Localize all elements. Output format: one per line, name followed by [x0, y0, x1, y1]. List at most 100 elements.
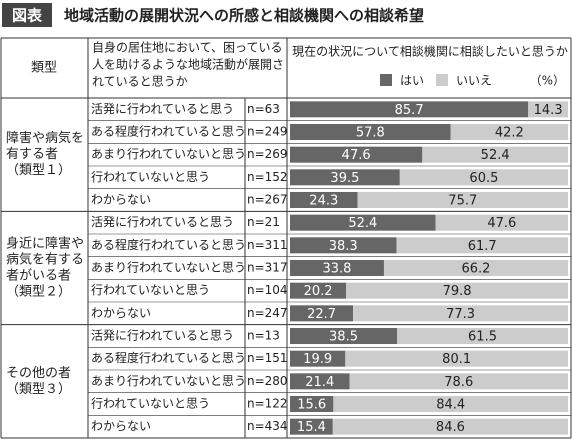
bar-segment — [290, 124, 451, 140]
bar-segment — [357, 192, 568, 208]
value-label: 15.4 — [297, 420, 326, 435]
value-label: 38.3 — [329, 239, 358, 254]
value-label: 52.4 — [348, 216, 377, 231]
bar-segment — [528, 101, 568, 118]
value-label: 57.8 — [356, 126, 385, 141]
category-label: 行われていないと思う — [91, 170, 210, 184]
n-label: n=122 — [247, 397, 288, 411]
n-label: n=104 — [247, 283, 288, 297]
n-label: n=21 — [247, 215, 280, 229]
category-label: あまり行われていないと思う — [91, 261, 246, 275]
value-label: 84.4 — [436, 398, 465, 413]
category-label: 行われていないと思う — [91, 283, 210, 297]
value-label: 66.2 — [462, 262, 491, 277]
value-label: 14.3 — [534, 103, 563, 118]
value-label: 61.7 — [468, 239, 497, 254]
category-label: 行われていないと思う — [91, 397, 210, 411]
value-label: 21.4 — [305, 375, 334, 390]
bar-segment — [332, 418, 568, 435]
bar-segment — [383, 260, 568, 276]
unit-label: （%） — [530, 74, 565, 88]
n-label: n=434 — [247, 419, 288, 433]
bar-segment — [345, 350, 568, 367]
bar-segment — [290, 282, 347, 299]
category-label: あまり行われていないと思う — [91, 374, 246, 388]
header-type: 類型 — [31, 61, 57, 76]
n-label: n=280 — [247, 374, 288, 388]
bar-segment — [333, 396, 568, 412]
bar-segment — [399, 169, 568, 186]
group-label: 障害や病気を — [6, 130, 84, 146]
category-label: わからない — [91, 306, 151, 320]
header-question: れていると思うか — [92, 75, 188, 89]
header-question: 自身の居住地において、困っている — [92, 40, 282, 55]
category-label: 活発に行われていると思う — [91, 329, 234, 343]
bar-segment — [290, 192, 358, 208]
n-label: n=63 — [247, 102, 280, 116]
title-label: 図表 — [12, 7, 43, 25]
bar-segment — [290, 350, 346, 367]
value-label: 78.6 — [444, 375, 473, 390]
n-label: n=152 — [247, 170, 288, 184]
group-label: 病気を有する — [6, 252, 84, 268]
bar-segment — [290, 260, 384, 276]
group-label: （類型２） — [6, 285, 71, 300]
legend-swatch — [380, 74, 392, 86]
group-label: 者がいる者 — [6, 269, 71, 284]
n-label: n=151 — [247, 351, 288, 365]
bar-segment — [396, 237, 568, 254]
value-label: 61.5 — [468, 330, 497, 345]
category-label: ある程度行われていると思う — [91, 350, 246, 365]
value-label: 52.4 — [481, 148, 510, 163]
bar-segment — [353, 305, 568, 322]
bar-segment — [290, 328, 398, 344]
value-label: 15.6 — [297, 398, 326, 413]
group-label: その他の者 — [6, 366, 71, 381]
category-label: 活発に行われていると思う — [91, 102, 234, 116]
value-label: 39.5 — [330, 171, 359, 186]
value-label: 60.5 — [469, 171, 498, 186]
value-label: 80.1 — [442, 352, 471, 367]
title-label-box — [2, 3, 52, 27]
n-label: n=267 — [247, 193, 288, 207]
value-label: 20.2 — [304, 284, 333, 299]
n-label: n=317 — [247, 261, 288, 275]
bar-segment — [290, 146, 423, 163]
bar-segment — [346, 282, 568, 299]
bar-segment — [290, 101, 529, 118]
category-label: わからない — [91, 193, 151, 207]
legend-swatch — [436, 74, 448, 86]
legend-label: はい — [400, 74, 424, 88]
bar-segment — [349, 373, 568, 390]
value-label: 42.2 — [495, 126, 524, 141]
bar-segment — [450, 124, 568, 140]
header-question: 人を助けるような地域活動が展開さ — [92, 57, 284, 72]
bar-segment — [422, 146, 568, 163]
group-label: （類型１） — [6, 163, 71, 178]
bar-segment — [290, 214, 436, 231]
category-label: あまり行われていないと思う — [91, 147, 246, 161]
n-label: n=249 — [247, 125, 288, 139]
legend-label: いいえ — [456, 74, 492, 88]
bar-segment — [290, 418, 333, 435]
bar-segment — [290, 237, 397, 254]
value-label: 85.7 — [395, 103, 424, 118]
bar-segment — [290, 396, 334, 412]
value-label: 19.9 — [303, 352, 332, 367]
category-label: 活発に行われていると思う — [91, 215, 234, 229]
group-label: 有する者 — [6, 147, 58, 162]
value-label: 22.7 — [307, 307, 336, 322]
category-label: ある程度行われていると思う — [91, 237, 246, 252]
bar-segment — [435, 214, 568, 231]
category-label: わからない — [91, 419, 151, 433]
group-label: 身近に障害や — [6, 236, 84, 252]
n-label: n=269 — [247, 147, 288, 161]
bar-segment — [290, 373, 350, 390]
group-label: （類型３） — [6, 382, 71, 397]
value-label: 77.3 — [446, 307, 475, 322]
value-label: 38.5 — [329, 330, 358, 345]
value-label: 47.6 — [342, 148, 371, 163]
header-chart: 現在の状況について相談機関に相談したいと思うか — [292, 44, 568, 59]
n-label: n=311 — [247, 238, 288, 252]
